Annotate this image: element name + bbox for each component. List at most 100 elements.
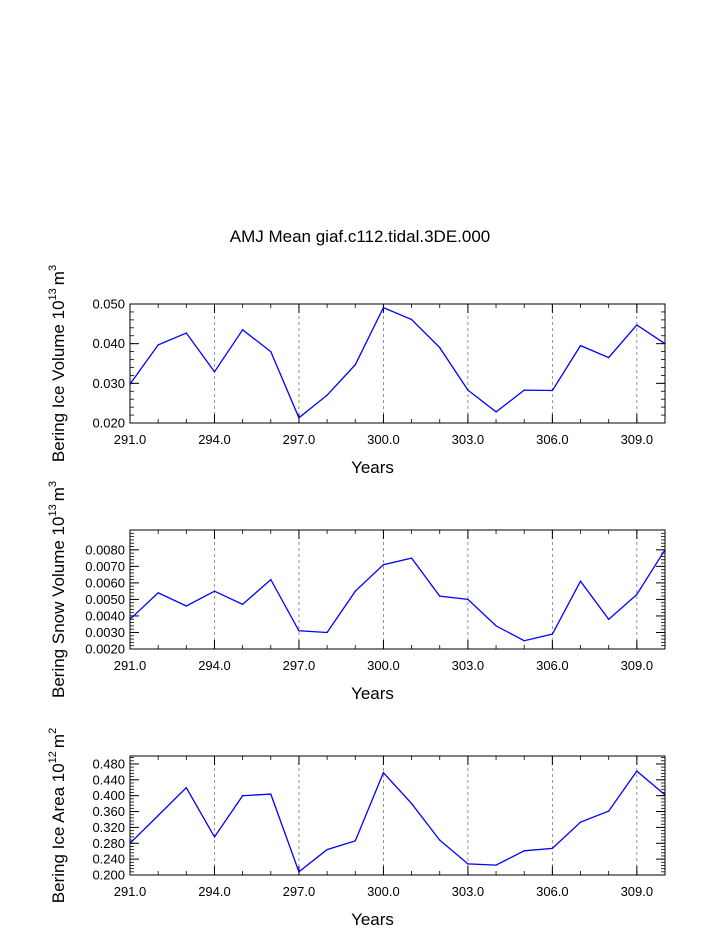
data-point: [467, 598, 469, 601]
y-tick-label: 0.0080: [85, 542, 125, 557]
panel-3: 291.0 294.0 297.0 300.0 303.0 306.0 309.0 0.200…: [47, 728, 666, 929]
data-point: [270, 578, 272, 581]
x-tick-label: 309.0: [621, 658, 654, 673]
x-axis-title: Years: [351, 458, 394, 477]
y-axis-title-unit-exponent: 3: [47, 265, 59, 271]
x-axis-title: Years: [351, 684, 394, 703]
panel-1: 291.0 294.0 297.0 300.0 303.0 306.0 309.0 0.020…: [47, 265, 666, 477]
y-tick-label: 0.0050: [85, 592, 125, 607]
figure-title: AMJ Mean giaf.c112.tidal.3DE.000: [230, 227, 491, 246]
y-tick-label: 0.320: [92, 820, 125, 835]
plot-frame: [129, 529, 666, 650]
data-point: [495, 411, 497, 413]
x-tick-label: 291.0: [114, 884, 147, 899]
data-point: [495, 625, 497, 627]
y-axis-title: Bering Ice Volume 1013 m3: [47, 265, 68, 462]
y-tick-label: 0.360: [92, 804, 125, 819]
series-line-1: [129, 306, 666, 419]
data-point: [467, 863, 469, 865]
y-axis-title-text: Bering Snow Volume 10: [49, 517, 68, 698]
x-tick-label: 297.0: [283, 432, 316, 447]
data-point: [242, 603, 244, 605]
y-axis-title-exponent: 13: [47, 288, 59, 300]
data-point: [298, 417, 300, 419]
y-tick-label: 0.280: [92, 836, 125, 851]
data-point: [608, 618, 610, 620]
data-point: [608, 810, 610, 812]
plot-frame: [129, 303, 666, 424]
x-tick-label: 291.0: [114, 658, 147, 673]
y-tick-label: 0.0020: [85, 642, 125, 657]
data-point: [382, 564, 385, 566]
data-point: [326, 849, 328, 851]
x-tick-label: 306.0: [536, 432, 569, 447]
x-tick-label: 297.0: [283, 658, 316, 673]
y-axis-title-unit: m: [49, 734, 68, 748]
y-tick-label: 0.400: [92, 788, 125, 803]
data-point: [382, 772, 385, 774]
y-axis-title-text: Bering Ice Area 10: [49, 763, 68, 903]
x-tick-label: 300.0: [367, 432, 400, 447]
x-axis-title: Years: [351, 910, 394, 929]
x-tick-label: 294.0: [198, 432, 231, 447]
x-tick-label: 306.0: [536, 884, 569, 899]
data-point: [157, 592, 159, 594]
y-axis-title: Bering Ice Area 1012 m2: [47, 728, 68, 903]
panel-2: 291.0 294.0 297.0 300.0 303.0 306.0 309.0 0.002…: [47, 481, 666, 703]
data-point: [579, 345, 582, 347]
y-tick-label: 0.480: [92, 756, 125, 771]
data-point: [636, 324, 638, 326]
data-point: [354, 590, 356, 592]
data-point: [439, 595, 441, 597]
y-tick-label: 0.0060: [85, 575, 125, 590]
data-point: [213, 590, 216, 592]
y-tick-label: 0.440: [92, 772, 125, 787]
series-line-3: [129, 770, 666, 873]
data-point: [298, 871, 300, 873]
data-point: [185, 787, 187, 789]
y-tick-label: 0.0040: [85, 608, 125, 623]
data-point: [326, 631, 328, 634]
x-tick-label: 294.0: [198, 884, 231, 899]
data-point: [354, 364, 356, 366]
y-tick-label: 0.0070: [85, 559, 125, 574]
data-point: [439, 347, 441, 349]
y-tick-label: 0.030: [92, 376, 125, 391]
y-tick-label: 0.200: [92, 868, 125, 883]
data-point: [410, 318, 413, 321]
data-point: [523, 640, 525, 642]
data-point: [410, 557, 413, 559]
data-point: [523, 850, 525, 852]
data-point: [242, 795, 244, 797]
data-point: [608, 356, 610, 359]
data-point: [636, 770, 638, 772]
data-point: [467, 389, 469, 391]
x-tick-label: 303.0: [452, 658, 485, 673]
x-tick-label: 309.0: [621, 884, 654, 899]
y-tick-label: 0.0030: [85, 625, 125, 640]
x-tick-label: 306.0: [536, 658, 569, 673]
data-point: [551, 847, 553, 850]
x-tick-label: 303.0: [452, 432, 485, 447]
x-tick-label: 300.0: [367, 658, 400, 673]
data-point: [579, 821, 582, 823]
y-axis-title-exponent: 13: [47, 504, 59, 516]
data-point: [185, 332, 187, 334]
y-axis-title-unit: m: [49, 487, 68, 501]
x-tick-label: 291.0: [114, 432, 147, 447]
y-axis-title-unit-exponent: 3: [47, 481, 59, 487]
x-tick-label: 297.0: [283, 884, 316, 899]
data-point: [410, 803, 413, 805]
y-axis-title-exponent: 12: [47, 751, 59, 763]
data-point: [270, 351, 272, 353]
y-tick-label: 0.240: [92, 852, 125, 867]
x-tick-label: 309.0: [621, 432, 654, 447]
y-tick-label: 0.050: [92, 297, 125, 312]
data-point: [551, 389, 553, 392]
data-point: [354, 840, 356, 842]
x-tick-label: 294.0: [198, 658, 231, 673]
data-point: [439, 839, 441, 841]
panels: 291.0 294.0 297.0 300.0 303.0 306.0 309.0 0.020…: [47, 265, 666, 929]
data-point: [636, 593, 638, 596]
